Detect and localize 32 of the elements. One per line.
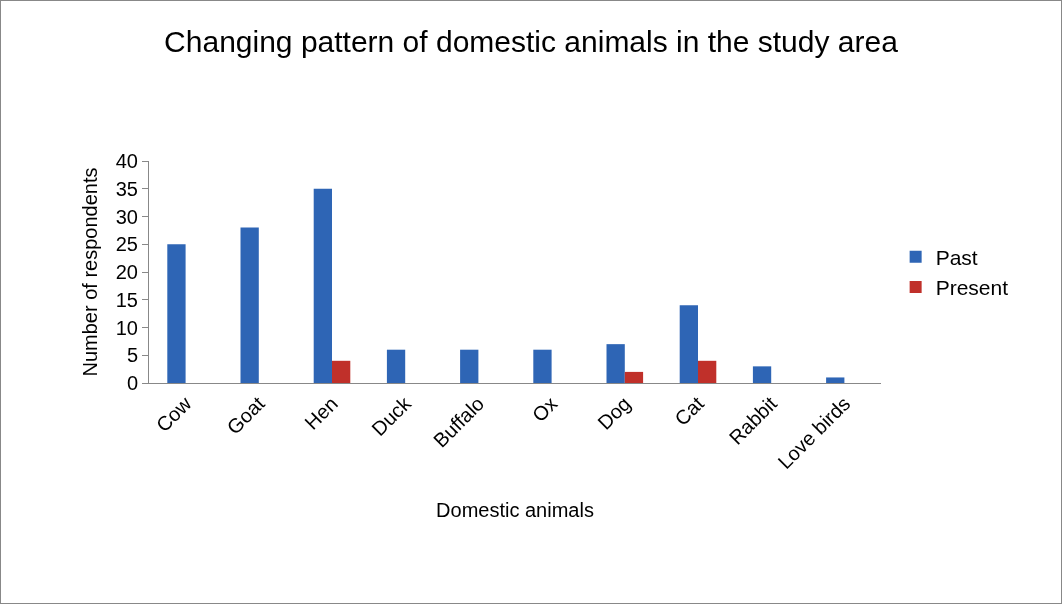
bar bbox=[332, 360, 351, 383]
bar bbox=[533, 349, 552, 383]
x-tick-label: Hen bbox=[300, 392, 342, 434]
bar bbox=[752, 366, 772, 383]
bar bbox=[240, 227, 259, 383]
x-axis-title: Domestic animals bbox=[436, 498, 594, 521]
bar bbox=[624, 371, 644, 383]
y-tick-label: 5 bbox=[126, 344, 138, 367]
y-axis-title: Number of respondents bbox=[79, 167, 102, 377]
bar bbox=[826, 377, 845, 383]
y-tick-label: 30 bbox=[115, 205, 138, 228]
legend-label: Past bbox=[935, 245, 978, 269]
chart-title: Changing pattern of domestic animals in the study area bbox=[164, 25, 899, 59]
x-tick-label: Cat bbox=[670, 392, 709, 430]
y-tick-label: 0 bbox=[126, 372, 138, 394]
legend-label: Present bbox=[935, 276, 1009, 300]
x-tick-label: Dog bbox=[593, 392, 635, 434]
y-tick-label: 20 bbox=[115, 261, 138, 283]
y-tick-label: 35 bbox=[115, 177, 138, 200]
bar bbox=[167, 244, 186, 383]
bar bbox=[698, 360, 717, 383]
bar bbox=[460, 349, 479, 383]
bar bbox=[679, 305, 698, 383]
y-tick-label: 40 bbox=[115, 150, 138, 172]
x-tick-label: Ox bbox=[527, 392, 562, 426]
y-tick-label: 10 bbox=[115, 316, 138, 339]
y-tick-label: 25 bbox=[115, 233, 138, 256]
x-tick-label: Cow bbox=[151, 391, 196, 437]
bar bbox=[386, 349, 406, 383]
bar bbox=[606, 344, 625, 383]
bar bbox=[313, 188, 332, 383]
y-tick-label: 15 bbox=[115, 288, 138, 311]
